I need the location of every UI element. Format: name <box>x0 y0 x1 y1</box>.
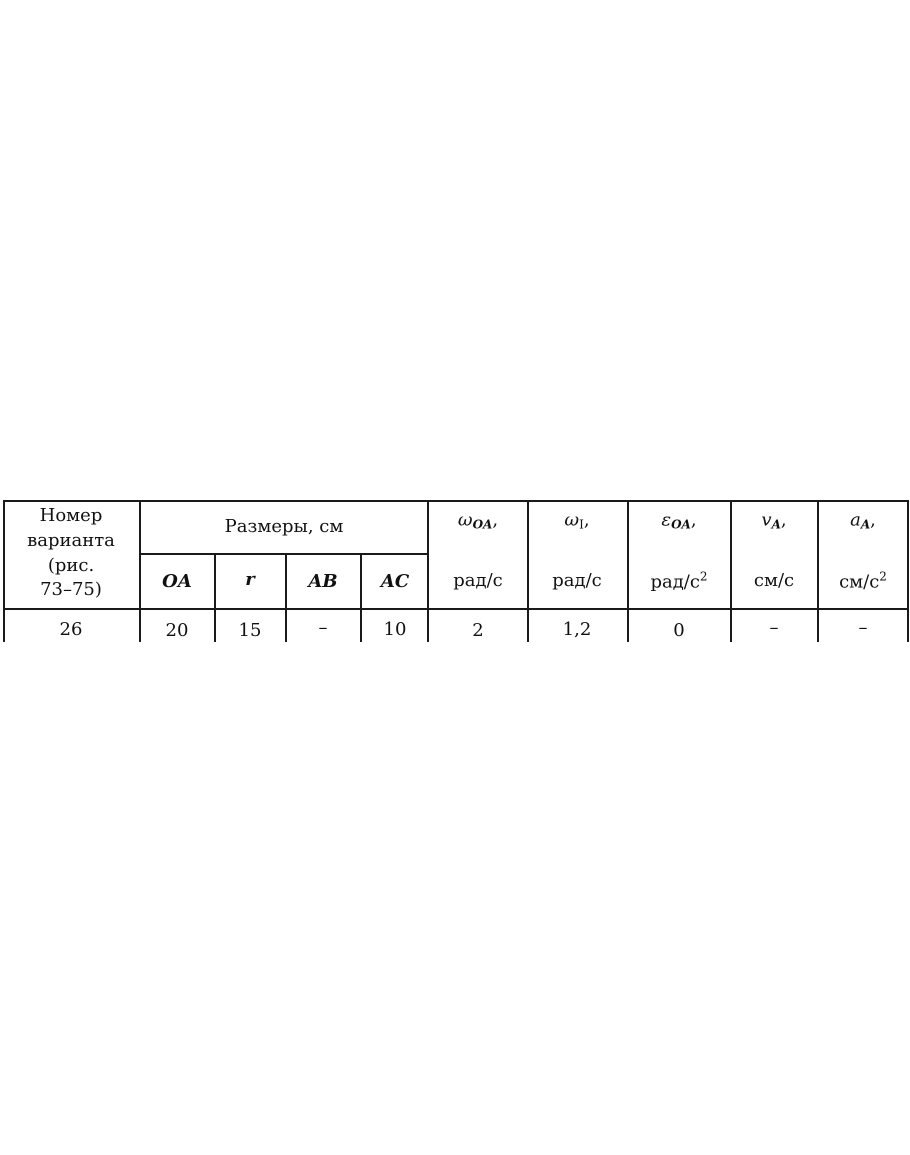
cell-v-a: – <box>769 617 779 638</box>
sizes-group-header: Размеры, см <box>224 516 344 537</box>
column-border <box>427 500 429 642</box>
column-header-oa: OA <box>162 571 192 592</box>
column-border <box>907 500 909 642</box>
header-bottom-border <box>3 608 909 610</box>
table-top-border <box>3 500 909 502</box>
cell-ac: 10 <box>383 619 407 640</box>
column-border <box>730 500 732 642</box>
column-border <box>817 500 819 642</box>
unit-omega-i: рад/с <box>552 570 602 591</box>
unit-epsilon-oa: рад/с2 <box>650 569 708 593</box>
sizes-group-divider <box>139 553 428 555</box>
unit-v-a: см/с <box>753 570 795 591</box>
variant-header-line: Номер <box>39 505 103 526</box>
column-header-ac: AC <box>380 571 410 592</box>
variant-header-line: 73–75) <box>40 579 102 600</box>
cell-r: 15 <box>238 620 262 641</box>
variant-header-line: (рис. <box>47 555 95 576</box>
column-border <box>627 500 629 642</box>
column-border <box>214 553 216 642</box>
column-header-omega-i: ωI, <box>564 509 590 532</box>
cell-epsilon-oa: 0 <box>673 620 685 641</box>
column-border <box>3 500 5 642</box>
variant-header-line: варианта <box>27 530 115 551</box>
column-border <box>139 500 141 642</box>
column-border <box>360 553 362 642</box>
cell-omega-i: 1,2 <box>562 619 592 640</box>
cell-variant: 26 <box>59 619 83 640</box>
column-header-omega-oa: ωOA, <box>457 509 499 532</box>
column-header-r: r <box>245 569 255 590</box>
column-header-ab: AB <box>308 571 338 592</box>
column-header-epsilon-oa: εOA, <box>661 509 697 532</box>
column-border <box>527 500 529 642</box>
unit-a-a: см/с2 <box>839 569 887 593</box>
cell-ab: – <box>318 617 328 638</box>
column-header-v-a: vA, <box>761 509 787 532</box>
cell-a-a: – <box>858 617 868 638</box>
column-border <box>285 553 287 642</box>
unit-omega-oa: рад/с <box>453 570 503 591</box>
column-header-a-a: aA, <box>850 509 876 532</box>
cell-omega-oa: 2 <box>472 620 484 641</box>
cell-oa: 20 <box>165 620 189 641</box>
